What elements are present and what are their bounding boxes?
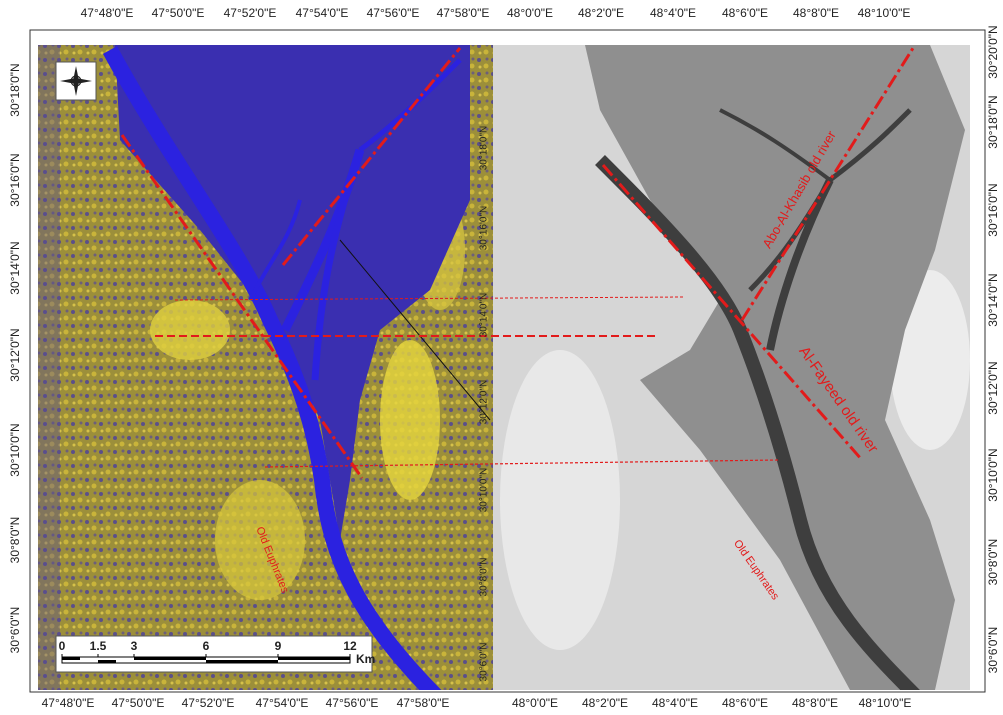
bottom-coordinate: 47°54'0"E xyxy=(256,696,309,710)
bottom-coordinate: 48°2'0"E xyxy=(582,696,628,710)
left-coordinate: 30°14'0"N xyxy=(8,241,22,294)
bottom-coordinate: 47°52'0"E xyxy=(182,696,235,710)
right-coordinate: 30°14'0"N xyxy=(986,273,1000,326)
top-coordinate: 48°10'0"E xyxy=(858,6,911,20)
bottom-coordinate: 48°0'0"E xyxy=(512,696,558,710)
middle-coordinate: 30°18'0"N xyxy=(479,126,490,171)
top-coordinate: 48°8'0"E xyxy=(793,6,839,20)
bottom-coordinate: 48°4'0"E xyxy=(652,696,698,710)
left-coordinate: 30°6'0"N xyxy=(8,607,22,654)
middle-coordinate: 30°16'0"N xyxy=(479,206,490,251)
left-coordinate: 30°16'0"N xyxy=(8,153,22,206)
map-figure: Km 01.536912 Abo-Al-Khasib old river Al-… xyxy=(0,0,1003,715)
right-coordinate: 30°18'0"N xyxy=(986,95,1000,148)
scale-tick-label: 1.5 xyxy=(90,639,107,653)
top-coordinate: 47°58'0"E xyxy=(437,6,490,20)
middle-coordinate: 30°6'0"N xyxy=(479,643,490,682)
left-coordinate: 30°8'0"N xyxy=(8,517,22,564)
top-coordinate: 48°0'0"E xyxy=(507,6,553,20)
scale-tick-label: 3 xyxy=(131,639,138,653)
right-coordinate: 30°10'0"N xyxy=(986,448,1000,501)
top-coordinate: 48°4'0"E xyxy=(650,6,696,20)
scale-tick-label: 6 xyxy=(203,639,210,653)
left-coordinate: 30°12'0"N xyxy=(8,328,22,381)
middle-coordinate: 30°8'0"N xyxy=(479,558,490,597)
top-coordinate: 47°50'0"E xyxy=(152,6,205,20)
scale-bar: Km 0 1.5 3 6 9 12 xyxy=(56,636,375,672)
top-coordinate: 48°2'0"E xyxy=(578,6,624,20)
middle-coordinate: 30°14'0"N xyxy=(479,293,490,338)
bottom-coordinate: 48°6'0"E xyxy=(722,696,768,710)
scale-tick-label: 0 xyxy=(59,639,66,653)
scale-tick-label: 9 xyxy=(275,639,282,653)
compass xyxy=(56,62,96,100)
bottom-coordinate: 48°8'0"E xyxy=(792,696,838,710)
top-coordinate: 47°56'0"E xyxy=(367,6,420,20)
right-coordinate: 30°8'0"N xyxy=(986,539,1000,586)
left-coordinate: 30°10'0"N xyxy=(8,423,22,476)
right-panel xyxy=(493,45,970,700)
right-coordinate: 30°16'0"N xyxy=(986,183,1000,236)
middle-coordinate: 30°12'0"N xyxy=(479,380,490,425)
bottom-coordinate: 47°50'0"E xyxy=(112,696,165,710)
right-coordinate: 30°20'0"N xyxy=(986,25,1000,78)
left-coordinate: 30°18'0"N xyxy=(8,63,22,116)
top-coordinate: 47°52'0"E xyxy=(224,6,277,20)
bottom-coordinate: 47°58'0"E xyxy=(397,696,450,710)
top-coordinate: 48°6'0"E xyxy=(722,6,768,20)
top-coordinate: 47°48'0"E xyxy=(81,6,134,20)
left-panel xyxy=(38,45,493,700)
right-coordinate: 30°6'0"N xyxy=(986,627,1000,674)
middle-coordinate: 30°10'0"N xyxy=(479,468,490,513)
scale-tick-label: 12 xyxy=(343,639,357,653)
bottom-coordinate: 47°48'0"E xyxy=(42,696,95,710)
right-coordinate: 30°12'0"N xyxy=(986,361,1000,414)
scale-unit: Km xyxy=(356,652,375,666)
top-coordinate: 47°54'0"E xyxy=(296,6,349,20)
bottom-coordinate: 48°10'0"E xyxy=(859,696,912,710)
bottom-coordinate: 47°56'0"E xyxy=(326,696,379,710)
